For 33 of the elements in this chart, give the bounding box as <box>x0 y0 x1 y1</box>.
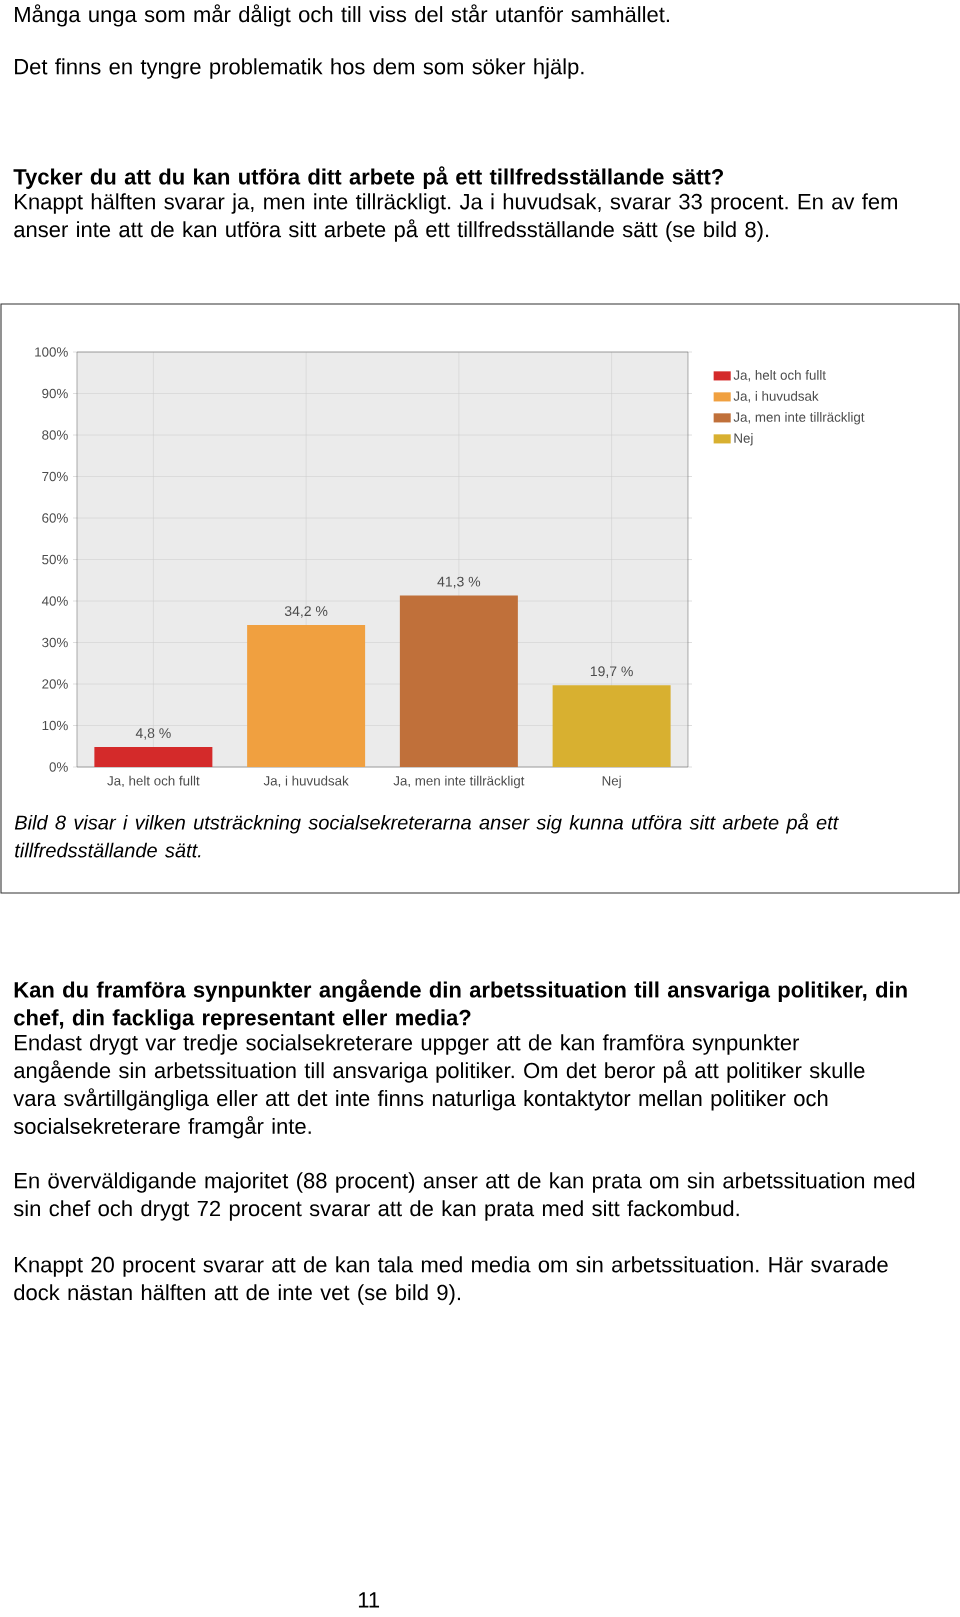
y-tick-label: 80% <box>42 430 68 440</box>
y-tick-label: 70% <box>42 471 68 482</box>
text: Knappt 20 procent svarar att de kan tala med media om sin arbetssituation. Här svarade dock nästan hälften att de inte vet (se bild 9). <box>14 1256 888 1305</box>
x-tick-label: Nej <box>602 775 621 789</box>
x-tick-label: Ja, helt och fullt <box>107 775 200 788</box>
y-tick-label: 0% <box>49 762 68 772</box>
data-label: 34,2 % <box>284 606 328 618</box>
y-tick-label: 60% <box>42 513 68 523</box>
text: En överväldigande majoritet (88 procent) anser att de kan prata om sin arbetssituation med sin chef och drygt 72 procent svarar att de kan prata med sitt fackombud. <box>13 1172 915 1221</box>
text: 11 <box>358 1592 380 1608</box>
legend-label: Ja, helt och fullt <box>733 370 826 382</box>
y-tick-label: 30% <box>42 637 68 648</box>
text: Kan du framföra synpunkter angående din arbetssituation till ansvariga politiker, din chef, din fackliga representant eller media? <box>14 979 907 1030</box>
text: Många unga som mår dåligt och till viss del står utanför samhället. <box>15 4 669 27</box>
y-tick-label: 20% <box>42 679 68 689</box>
legend-label: Nej <box>734 433 753 446</box>
y-tick-label: 100% <box>35 347 68 357</box>
text: Endast drygt var tredje socialsekreterare uppger att de kan framföra synpunkter angående sin arbetssituation till ansvariga politiker. Om det beror på att politiker skulle vara svårtillgängliga eller att det inte finns naturliga kontaktytor mellan politiker och socialsekreterare framgår inte. <box>13 1034 865 1139</box>
y-tick-label: 10% <box>42 720 68 731</box>
y-tick-label: 50% <box>42 554 68 565</box>
x-tick-label: Ja, men inte tillräckligt <box>393 775 525 789</box>
data-label: 19,7 % <box>590 666 633 678</box>
text: Bild 8 visar i vilken utsträckning socialsekreterarna anser sig kunna utföra sitt arbete på ett tillfredsställande sätt. <box>14 813 839 858</box>
data-label: 4,8 % <box>135 728 171 740</box>
text: Knappt hälften svarar ja, men inte tillräckligt. Ja i huvudsak, svarar 33 procent. En av fem anser inte att de kan utföra sitt arbete på ett tillfredsställande sätt (se bild 8). <box>14 193 897 242</box>
text: Tycker du att du kan utföra ditt arbete på ett tillfredsställande sätt? <box>13 166 723 189</box>
x-tick-label: Ja, i huvudsak <box>263 775 349 788</box>
legend-label: Ja, men inte tillräckligt <box>733 412 865 425</box>
y-tick-label: 40% <box>41 596 68 606</box>
text: Det finns en tyngre problematik hos dem som söker hjälp. <box>15 58 584 79</box>
y-tick-label: 90% <box>42 388 68 399</box>
legend-label: Ja, i huvudsak <box>733 391 819 403</box>
data-label: 41,3 % <box>437 576 481 589</box>
